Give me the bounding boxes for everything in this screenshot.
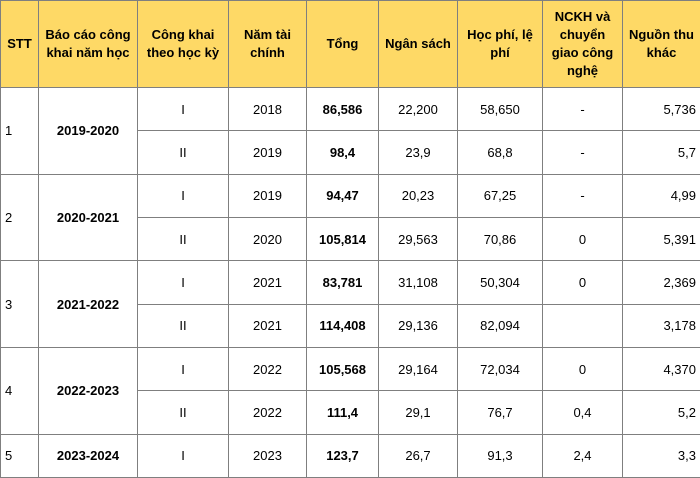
header-fiscal-year: Năm tài chính — [228, 0, 307, 88]
header-stt: STT — [0, 0, 39, 88]
header-other: Nguồn thu khác — [622, 0, 700, 88]
tuition-cell: 76,7 — [457, 390, 543, 435]
total-cell: 98,4 — [306, 130, 379, 175]
table-row: II 2020 105,814 29,563 70,86 0 5,391 — [1, 216, 700, 262]
school-year-cell: 2023-2024 — [38, 433, 138, 478]
budget-cell: 29,1 — [378, 390, 458, 435]
other-income-cell: 5,2 — [622, 390, 700, 435]
tuition-cell: 68,8 — [457, 130, 543, 175]
total-cell: 111,4 — [306, 390, 379, 435]
header-row: STT Báo cáo công khai năm học Công khai … — [0, 0, 700, 88]
fiscal-year-cell: 2022 — [228, 390, 307, 435]
budget-cell: 29,136 — [378, 303, 458, 348]
semester-cell: I — [137, 433, 229, 478]
other-income-cell: 5,7 — [622, 130, 700, 175]
tuition-cell: 72,034 — [457, 346, 543, 392]
semester-cell: I — [137, 260, 229, 305]
research-cell: 2,4 — [542, 433, 623, 478]
other-income-cell: 3,3 — [622, 433, 700, 478]
other-income-cell: 5,736 — [622, 86, 700, 132]
stt-cell: 4 — [0, 346, 39, 435]
table-row: 2 2020-2021 I 2019 94,47 20,23 67,25 - 4… — [0, 173, 700, 262]
stt-cell: 5 — [0, 433, 39, 478]
table-row: II 2019 98,4 23,9 68,8 - 5,7 — [1, 130, 700, 175]
school-year-cell: 2019-2020 — [38, 87, 138, 175]
tuition-cell: 50,304 — [457, 260, 543, 305]
research-cell: - — [542, 86, 623, 132]
school-year-cell: 2020-2021 — [38, 173, 138, 262]
research-cell: 0 — [542, 260, 623, 305]
research-cell: - — [542, 130, 623, 175]
research-cell — [542, 303, 623, 348]
stt-cell: 1 — [0, 87, 39, 175]
budget-cell: 20,23 — [378, 173, 458, 218]
tuition-cell: 70,86 — [457, 216, 543, 262]
total-cell: 114,408 — [306, 303, 379, 348]
header-research: NCKH và chuyển giao công nghệ — [542, 0, 623, 88]
total-cell: 83,781 — [306, 260, 379, 305]
total-cell: 94,47 — [306, 173, 379, 218]
budget-cell: 26,7 — [378, 433, 458, 478]
research-cell: 0 — [542, 216, 623, 262]
budget-cell: 22,200 — [378, 86, 458, 132]
fiscal-year-cell: 2018 — [228, 86, 307, 132]
budget-cell: 31,108 — [378, 260, 458, 305]
semester-cell: II — [137, 216, 229, 262]
semester-cell: I — [137, 86, 229, 132]
other-income-cell: 5,391 — [622, 216, 700, 262]
total-cell: 123,7 — [306, 433, 379, 478]
tuition-cell: 91,3 — [457, 433, 543, 478]
stt-cell: 3 — [0, 260, 39, 348]
budget-cell: 29,164 — [378, 346, 458, 392]
semester-cell: II — [137, 303, 229, 348]
table-row: 1 2019-2020 I 2018 86,586 22,200 58,650 … — [0, 86, 700, 175]
research-cell: - — [542, 173, 623, 218]
fiscal-year-cell: 2019 — [228, 130, 307, 175]
fiscal-year-cell: 2023 — [228, 433, 307, 478]
school-year-cell: 2022-2023 — [38, 346, 138, 435]
header-semester: Công khai theo học kỳ — [137, 0, 229, 88]
other-income-cell: 4,99 — [622, 173, 700, 218]
table-row: 5 2023-2024 I 2023 123,7 26,7 91,3 2,4 3… — [0, 433, 700, 478]
fiscal-year-cell: 2021 — [228, 260, 307, 305]
other-income-cell: 4,370 — [622, 346, 700, 392]
semester-cell: II — [137, 130, 229, 175]
header-total: Tổng — [306, 0, 379, 88]
stt-cell: 2 — [0, 173, 39, 262]
fiscal-year-cell: 2022 — [228, 346, 307, 392]
header-tuition: Học phí, lệ phí — [457, 0, 543, 88]
fiscal-year-cell: 2019 — [228, 173, 307, 218]
research-cell: 0 — [542, 346, 623, 392]
semester-cell: I — [137, 346, 229, 392]
semester-cell: I — [137, 173, 229, 218]
table-header: STT Báo cáo công khai năm học Công khai … — [0, 0, 700, 88]
other-income-cell: 2,369 — [622, 260, 700, 305]
budget-cell: 23,9 — [378, 130, 458, 175]
header-report-year: Báo cáo công khai năm học — [38, 0, 138, 88]
header-budget: Ngân sách — [378, 0, 458, 88]
other-income-cell: 3,178 — [622, 303, 700, 348]
table-row: 3 2021-2022 I 2021 83,781 31,108 50,304 … — [0, 260, 700, 348]
table-body: 1 2019-2020 I 2018 86,586 22,200 58,650 … — [0, 86, 700, 478]
fiscal-year-cell: 2020 — [228, 216, 307, 262]
total-cell: 86,586 — [306, 86, 379, 132]
total-cell: 105,814 — [306, 216, 379, 262]
budget-cell: 29,563 — [378, 216, 458, 262]
table-row: 4 2022-2023 I 2022 105,568 29,164 72,034… — [0, 346, 700, 435]
total-cell: 105,568 — [306, 346, 379, 392]
tuition-cell: 82,094 — [457, 303, 543, 348]
tuition-cell: 67,25 — [457, 173, 543, 218]
semester-cell: II — [137, 390, 229, 435]
tuition-cell: 58,650 — [457, 86, 543, 132]
table-row: II 2021 114,408 29,136 82,094 3,178 — [1, 303, 700, 348]
research-cell: 0,4 — [542, 390, 623, 435]
school-year-cell: 2021-2022 — [38, 260, 138, 348]
fiscal-year-cell: 2021 — [228, 303, 307, 348]
